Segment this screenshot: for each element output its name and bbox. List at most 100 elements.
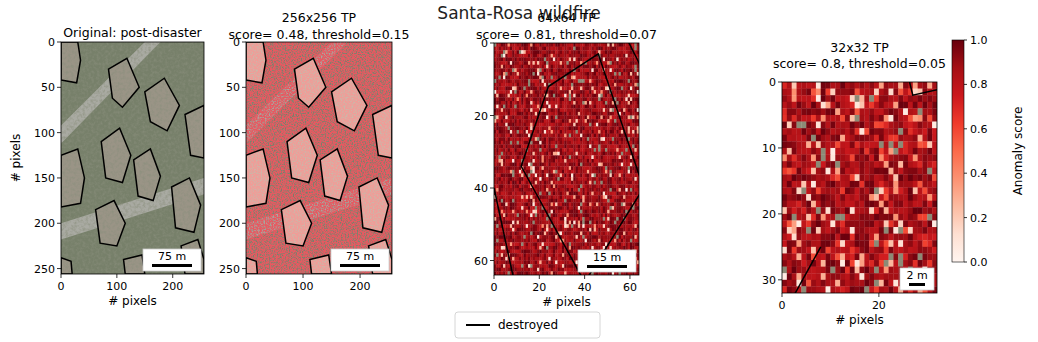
- cell: [539, 79, 542, 83]
- cell: [519, 123, 522, 127]
- cell: [526, 101, 529, 105]
- cell: [598, 43, 601, 47]
- cell: [598, 101, 601, 105]
- cell: [521, 79, 524, 83]
- cell: [564, 105, 567, 109]
- cell: [499, 119, 502, 123]
- cell: [560, 94, 563, 98]
- cell: [587, 108, 590, 112]
- cell: [521, 90, 524, 94]
- cell: [603, 87, 606, 91]
- cell: [548, 116, 551, 120]
- cell: [578, 123, 581, 127]
- cell: [571, 61, 574, 65]
- cell: [610, 50, 613, 54]
- cell: [625, 43, 628, 47]
- cell: [589, 101, 592, 105]
- cell: [616, 141, 619, 145]
- cell: [496, 119, 499, 123]
- cell: [508, 137, 511, 141]
- cell: [548, 94, 551, 98]
- cell: [521, 65, 524, 69]
- cell: [607, 94, 610, 98]
- cell: [596, 112, 599, 116]
- cell: [517, 105, 520, 109]
- cell: [576, 134, 579, 138]
- cell: [505, 108, 508, 112]
- cell: [607, 108, 610, 112]
- cell: [514, 137, 517, 141]
- cell: [508, 43, 511, 47]
- cell: [539, 123, 542, 127]
- cell: [499, 61, 502, 65]
- cell: [551, 101, 554, 105]
- cell: [564, 123, 567, 127]
- cell: [628, 119, 631, 123]
- cell: [573, 101, 576, 105]
- cell: [499, 94, 502, 98]
- cell: [569, 43, 572, 47]
- cell: [539, 47, 542, 51]
- cell: [591, 130, 594, 134]
- cell: [634, 116, 637, 120]
- cell: [569, 105, 572, 109]
- cell: [616, 68, 619, 72]
- cell: [580, 97, 583, 101]
- cell: [499, 68, 502, 72]
- cell: [505, 79, 508, 83]
- cell: [596, 108, 599, 112]
- cell: [551, 108, 554, 112]
- cell: [628, 134, 631, 138]
- cell: [523, 97, 526, 101]
- cell: [607, 50, 610, 54]
- cell: [594, 58, 597, 62]
- cell: [555, 58, 558, 62]
- cell: [612, 119, 615, 123]
- cell: [519, 68, 522, 72]
- cell: [589, 97, 592, 101]
- cell: [557, 68, 560, 72]
- cell: [582, 112, 585, 116]
- cell: [578, 72, 581, 76]
- cell: [553, 130, 556, 134]
- cell: [589, 94, 592, 98]
- cell: [537, 97, 540, 101]
- cell: [555, 50, 558, 54]
- cell: [555, 130, 558, 134]
- cell: [623, 83, 626, 87]
- cell: [573, 145, 576, 149]
- cell: [505, 83, 508, 87]
- cell: [505, 130, 508, 134]
- cell: [623, 97, 626, 101]
- cell: [576, 130, 579, 134]
- cell: [571, 79, 574, 83]
- cell: [514, 76, 517, 80]
- cell: [603, 54, 606, 58]
- cell: [571, 50, 574, 54]
- cell: [508, 47, 511, 51]
- cell: [546, 50, 549, 54]
- cell: [571, 108, 574, 112]
- cell: [496, 65, 499, 69]
- cell: [600, 141, 603, 145]
- cell: [591, 72, 594, 76]
- cell: [616, 87, 619, 91]
- cell: [510, 130, 513, 134]
- cell: [519, 61, 522, 65]
- cell: [553, 105, 556, 109]
- cell: [530, 76, 533, 80]
- cell: [517, 54, 520, 58]
- cell: [521, 105, 524, 109]
- cell: [567, 54, 570, 58]
- cell: [614, 145, 617, 149]
- cell: [614, 134, 617, 138]
- cell: [557, 126, 560, 130]
- cell: [501, 130, 504, 134]
- cell: [564, 116, 567, 120]
- cell: [533, 43, 536, 47]
- cell: [526, 137, 529, 141]
- cell: [537, 90, 540, 94]
- cell: [512, 76, 515, 80]
- cell: [632, 79, 635, 83]
- cell: [537, 148, 540, 152]
